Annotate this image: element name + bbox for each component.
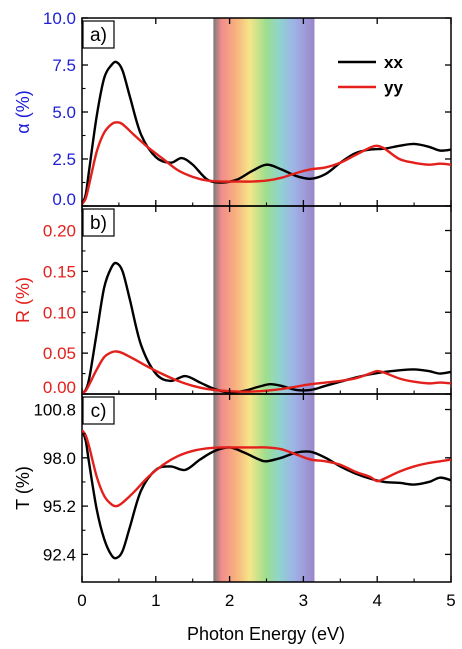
transmittance-y-tick-label: 92.4: [43, 545, 76, 564]
x-axis-title: Photon Energy (eV): [187, 624, 345, 644]
x-tick-label: 3: [299, 591, 308, 610]
panel-b-label: b): [90, 213, 107, 234]
panel-a-label-box: a): [82, 20, 115, 49]
transmittance-y-tick-label: 95.2: [43, 497, 76, 516]
reflectance-y-tick-label: 0.10: [43, 303, 76, 322]
legend-xx-label: xx: [384, 53, 403, 72]
transmittance-series-yy: [82, 429, 451, 508]
alpha-y-tick-label: 0.0: [52, 190, 76, 209]
reflectance-series-yy: [82, 350, 451, 394]
legend: xx yy: [338, 53, 403, 97]
transmittance-axis-title: T (%): [13, 466, 33, 510]
x-tick-label: 1: [151, 591, 160, 610]
panel-c-label-box: c): [82, 396, 115, 425]
reflectance-y-tick-label: 0.00: [43, 378, 76, 397]
x-tick-label: 4: [372, 591, 381, 610]
transmittance-y-tick-label: 98.0: [43, 449, 76, 468]
transmittance-series-xx: [82, 429, 451, 560]
x-tick-label: 2: [225, 591, 234, 610]
x-tick-label: 0: [77, 591, 86, 610]
alpha-y-tick-label: 5.0: [52, 103, 76, 122]
alpha-y-tick-label: 7.5: [52, 56, 76, 75]
alpha-axis-title: α (%): [13, 90, 33, 133]
reflectance-axis-title: R (%): [13, 277, 33, 323]
reflectance-y-tick-label: 0.05: [43, 344, 76, 363]
alpha-series-yy: [82, 121, 451, 205]
transmittance-y-tick-label: 100.8: [33, 401, 76, 420]
reflectance-y-tick-label: 0.15: [43, 262, 76, 281]
reflectance-y-tick-label: 0.20: [43, 222, 76, 241]
visible-spectrum-band: [213, 18, 315, 582]
legend-yy-label: yy: [384, 78, 403, 97]
alpha-y-tick-label: 2.5: [52, 150, 76, 169]
panel-a-label: a): [90, 25, 107, 46]
panel-b-label-box: b): [82, 208, 115, 237]
alpha-y-tick-label: 10.0: [43, 9, 76, 28]
panel-c-label: c): [91, 401, 107, 422]
x-tick-label: 5: [446, 591, 455, 610]
